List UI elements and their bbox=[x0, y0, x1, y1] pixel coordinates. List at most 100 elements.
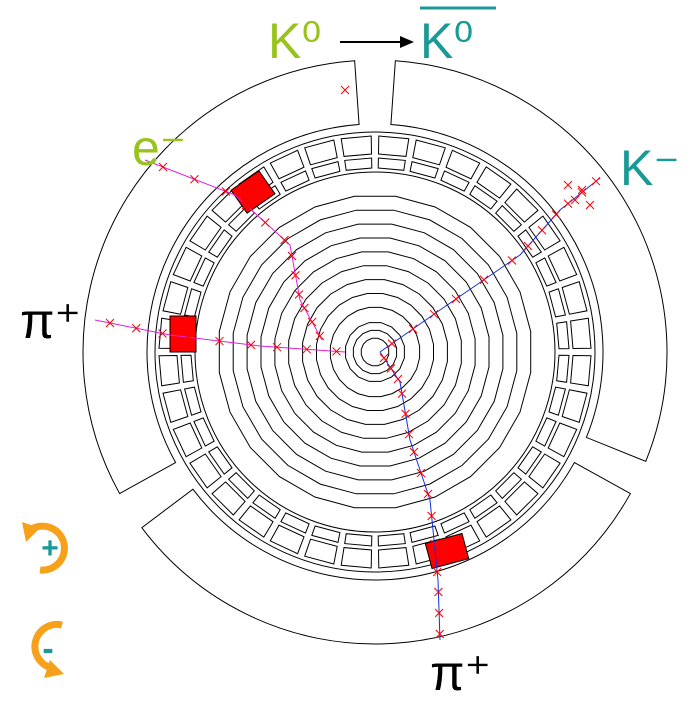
hit-marker bbox=[300, 304, 308, 312]
chamber-ring bbox=[289, 266, 462, 439]
calorimeter-cell bbox=[209, 447, 232, 474]
hit-marker bbox=[261, 219, 269, 227]
hit-marker bbox=[538, 226, 546, 234]
calorimeter-cell bbox=[341, 136, 371, 156]
calorimeter-cell bbox=[529, 454, 560, 488]
calorimeter-cell bbox=[209, 230, 232, 257]
calorimeter-cell bbox=[185, 289, 201, 317]
calorimeter-cell bbox=[212, 482, 245, 515]
calorimeter-cell bbox=[441, 171, 469, 191]
calorimeter-cell bbox=[190, 454, 221, 488]
hit-marker bbox=[586, 201, 594, 209]
hit-marker bbox=[191, 175, 199, 183]
calorimeter-cell bbox=[163, 282, 188, 315]
vertex-ring bbox=[361, 338, 388, 365]
electron-label: e⁻ bbox=[132, 120, 186, 176]
calorimeter-cell bbox=[270, 525, 304, 554]
kaon-label: K⁻ bbox=[620, 140, 680, 196]
calorimeter-hit bbox=[170, 316, 196, 352]
calorimeter-cell bbox=[312, 526, 340, 542]
chamber-ring bbox=[233, 210, 517, 494]
calorimeter-cell bbox=[549, 289, 565, 317]
calorimeter-cell bbox=[239, 506, 273, 537]
calorimeter-cell bbox=[345, 534, 372, 546]
hit-marker bbox=[132, 324, 140, 332]
calorimeter-cell bbox=[312, 162, 340, 178]
calorimeter-cell bbox=[190, 216, 221, 250]
calorimeter-cell bbox=[270, 150, 304, 179]
calorimeter-cell bbox=[159, 356, 179, 386]
hit-marker bbox=[564, 181, 572, 189]
calorimeter-cell bbox=[470, 495, 497, 518]
hit-marker bbox=[281, 236, 289, 244]
calorimeter-cell bbox=[413, 140, 446, 165]
calorimeter-cell bbox=[518, 447, 541, 474]
rotate-minus-button[interactable]: - bbox=[35, 624, 64, 678]
event-display: K⁰ K⁰ e⁻ K⁻ π⁺ π⁺ + - bbox=[0, 0, 691, 704]
calorimeter-cell bbox=[305, 539, 338, 564]
chamber-boundary bbox=[195, 172, 555, 532]
calorimeter-cell bbox=[496, 473, 522, 499]
hit-marker bbox=[424, 490, 432, 498]
initial-state: K⁰ bbox=[268, 13, 321, 69]
minus-sign: - bbox=[42, 630, 53, 668]
hit-marker bbox=[552, 211, 560, 219]
calorimeter-cell bbox=[496, 206, 522, 232]
calorimeter-cell bbox=[549, 387, 565, 415]
hit-marker bbox=[409, 325, 417, 333]
calorimeter-cell bbox=[181, 355, 193, 382]
calorimeter-cell bbox=[305, 140, 338, 165]
calorimeter-cell bbox=[281, 171, 309, 191]
calorimeter-cell bbox=[173, 423, 202, 457]
calorimeter-cell bbox=[173, 247, 202, 281]
calorimeter-cell bbox=[548, 423, 577, 457]
hit-marker bbox=[452, 295, 460, 303]
hit-marker bbox=[106, 319, 114, 327]
calorimeter-cell bbox=[281, 513, 309, 533]
hit-marker bbox=[159, 330, 167, 338]
calorimeter-cell bbox=[470, 186, 497, 209]
hit-marker bbox=[341, 86, 349, 94]
calorimeter-cell bbox=[410, 162, 438, 178]
hit-marker bbox=[295, 291, 303, 299]
calorimeter-cell bbox=[253, 495, 280, 518]
outer-sector bbox=[142, 463, 631, 644]
calorimeter-cell bbox=[536, 418, 556, 446]
calorimeter-cell bbox=[163, 390, 188, 423]
chamber-ring bbox=[219, 196, 530, 507]
calorimeter-cell bbox=[379, 548, 409, 568]
arrowhead bbox=[400, 36, 414, 48]
hit-marker bbox=[222, 188, 230, 196]
calorimeter-boundary bbox=[155, 132, 595, 572]
calorimeter-cell bbox=[557, 355, 569, 382]
calorimeter-cell bbox=[571, 318, 591, 348]
hit-marker bbox=[508, 257, 516, 265]
pion-label: π⁺ bbox=[20, 293, 81, 349]
calorimeter-cell bbox=[345, 158, 372, 170]
calorimeter-cell bbox=[341, 548, 371, 568]
calorimeter-cell bbox=[571, 356, 591, 386]
calorimeter-cell bbox=[477, 167, 511, 198]
calorimeter-cell bbox=[378, 534, 405, 546]
calorimeter-cell bbox=[185, 387, 201, 415]
calorimeter-cell bbox=[379, 136, 409, 156]
calorimeter-cell bbox=[505, 189, 538, 222]
hit-marker bbox=[394, 375, 402, 383]
final-state: K⁰ bbox=[420, 13, 473, 69]
calorimeter-cell bbox=[477, 506, 511, 537]
calorimeter-cell bbox=[194, 418, 214, 446]
vertex-ring bbox=[346, 323, 405, 382]
hit-marker bbox=[380, 354, 388, 362]
particle-track bbox=[380, 352, 440, 640]
hit-marker bbox=[292, 271, 300, 279]
calorimeter-cell bbox=[557, 322, 569, 349]
calorimeter-cell bbox=[194, 258, 214, 286]
outer-sector bbox=[391, 61, 667, 462]
calorimeter-cell bbox=[378, 158, 405, 170]
hit-marker bbox=[592, 177, 600, 185]
calorimeter-cell bbox=[536, 258, 556, 286]
rotate-plus-button[interactable]: + bbox=[22, 522, 64, 570]
pion-label: π⁺ bbox=[430, 645, 491, 701]
chamber-ring bbox=[275, 252, 475, 452]
hit-marker bbox=[410, 448, 418, 456]
